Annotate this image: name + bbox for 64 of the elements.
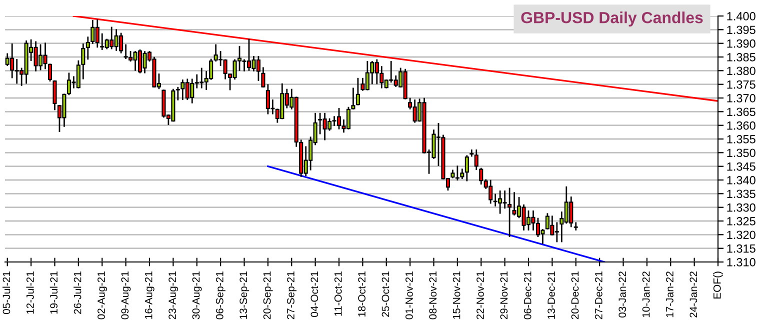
- x-tick-label: 20-Dec-21: [571, 272, 579, 320]
- x-tick-label: 06-Sep-21: [216, 272, 226, 320]
- candlestick: [351, 88, 356, 110]
- x-tick-label: 23-Aug-21: [168, 272, 178, 320]
- y-tick-label: 1.390: [727, 39, 756, 48]
- y-tick-label: 1.335: [727, 190, 756, 198]
- x-tick-label: 13-Dec-21: [548, 272, 555, 319]
- x-tick-label: 30-Aug-21: [192, 272, 202, 320]
- x-tick-label: 06-Dec-21: [524, 272, 532, 320]
- y-tick-label: 1.355: [727, 135, 756, 144]
- y-tick-label: 1.385: [727, 53, 756, 62]
- y-tick-label: 1.325: [727, 217, 756, 226]
- y-tick-label: 1.395: [727, 26, 756, 34]
- y-tick-label: 1.360: [727, 121, 756, 130]
- candlestick: [356, 78, 360, 106]
- x-tick-label: 12-Jul-21: [26, 272, 34, 314]
- x-tick-label: 10-Jan-22: [642, 272, 650, 318]
- x-tick-label: 27-Dec-21: [594, 272, 602, 320]
- x-tick-label: 29-Nov-21: [500, 272, 508, 320]
- y-tick-label: 1.365: [727, 108, 756, 116]
- candlestick: [460, 168, 464, 180]
- candlestick: [574, 222, 578, 230]
- y-tick-label: 1.315: [727, 244, 756, 253]
- x-tick-label: 17-Jan-22: [666, 272, 674, 318]
- y-tick-label: 1.345: [727, 162, 756, 171]
- x-tick-label: 16-Aug-21: [144, 272, 154, 319]
- candlestick: [48, 64, 52, 82]
- y-tick-label: 1.375: [727, 80, 756, 89]
- x-tick-label: 09-Aug-21: [121, 272, 131, 320]
- y-tick-label: 1.380: [727, 66, 756, 76]
- x-tick-label: 11-Oct-21: [334, 272, 342, 316]
- candlestick: [261, 67, 266, 88]
- x-tick-label: 18-Oct-21: [358, 272, 366, 317]
- x-tick-label: 25-Oct-21: [382, 272, 390, 317]
- x-tick-label: 22-Nov-21: [476, 272, 484, 320]
- x-tick-label: 20-Sep-21: [263, 272, 273, 320]
- candlestick: [474, 150, 478, 170]
- y-tick-label: 1.330: [727, 203, 756, 212]
- x-tick-label: 05-Jul-21: [2, 272, 10, 314]
- x-tick-label: 04-Oct-21: [310, 272, 318, 317]
- candlestick: [86, 36, 90, 60]
- y-tick-label: 1.370: [727, 94, 756, 102]
- x-tick-label: 02-Aug-21: [98, 272, 107, 320]
- x-tick-label: 26-Jul-21: [74, 272, 82, 314]
- x-tick-label: 27-Sep-21: [287, 272, 296, 320]
- chart-title: GBP-USD Daily Candles: [521, 12, 703, 26]
- x-tick-label: 24-Jan-22: [690, 272, 698, 318]
- y-tick-label: 1.320: [727, 230, 756, 240]
- x-tick-label: 08-Nov-21: [429, 272, 437, 320]
- candlestick: [455, 166, 460, 180]
- y-tick-label: 1.350: [727, 148, 756, 158]
- x-tick-label: EOF(): [713, 272, 723, 299]
- candlestick: [52, 80, 57, 110]
- candlestick: [464, 155, 469, 182]
- y-tick-label: 1.400: [727, 12, 756, 20]
- x-tick-label: 15-Nov-21: [452, 272, 460, 319]
- candlestick: [470, 150, 474, 157]
- x-tick-label: 03-Jan-22: [618, 272, 626, 318]
- y-tick-label: 1.310: [727, 258, 756, 266]
- x-tick-label: 13-Sep-21: [240, 272, 250, 319]
- x-tick-label: 19-Jul-21: [50, 272, 58, 314]
- candlestick: [508, 188, 512, 237]
- y-tick-label: 1.340: [727, 176, 756, 184]
- x-tick-label: 01-Nov-21: [405, 272, 413, 320]
